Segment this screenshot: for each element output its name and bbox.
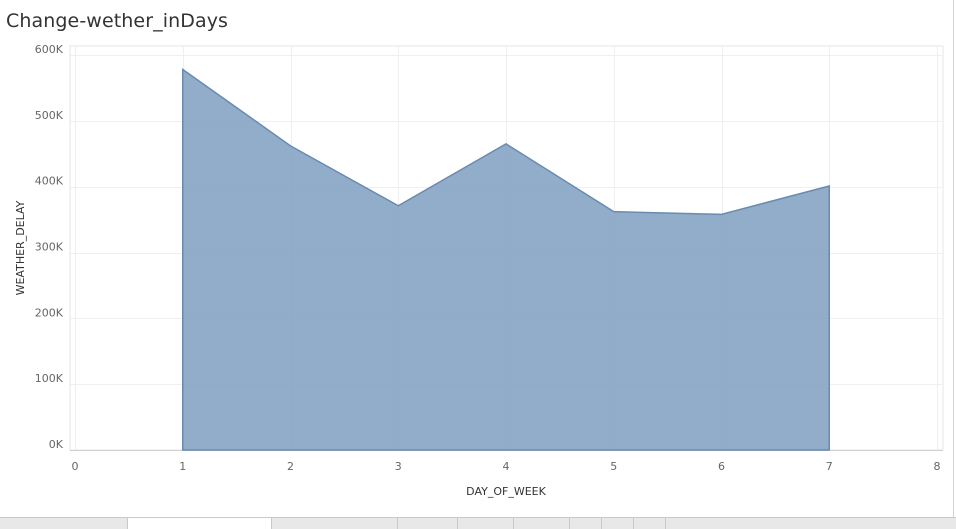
y-tick-label: 600K <box>35 43 64 56</box>
sheet-tab-bar <box>0 517 956 529</box>
sheet-tab[interactable] <box>602 518 634 529</box>
x-tick-label: 8 <box>934 460 941 473</box>
y-tick-label: 500K <box>35 109 64 122</box>
x-tick-label: 5 <box>610 460 617 473</box>
y-tick-label: 200K <box>35 306 64 319</box>
data-point[interactable] <box>826 183 832 189</box>
x-tick-label: 1 <box>179 460 186 473</box>
y-tick-label: 0K <box>49 438 64 451</box>
data-point[interactable] <box>395 203 401 209</box>
x-tick-label: 4 <box>503 460 510 473</box>
pane-border <box>953 0 954 517</box>
data-point[interactable] <box>719 211 725 217</box>
sheet-tab[interactable] <box>0 518 128 529</box>
data-point[interactable] <box>180 66 186 72</box>
y-axis-label: WEATHER_DELAY <box>14 200 27 295</box>
sheet-tab[interactable] <box>458 518 514 529</box>
y-tick-label: 400K <box>35 175 64 188</box>
area-layer <box>180 66 832 451</box>
data-point[interactable] <box>503 141 509 147</box>
y-tick-label: 100K <box>35 372 64 385</box>
data-point[interactable] <box>288 143 294 149</box>
x-tick-label: 0 <box>72 460 79 473</box>
area-chart[interactable]: 0K 100K 200K 300K 400K 500K 600K 0 1 2 3 4 5 6 7 8 DAY… <box>0 0 956 517</box>
data-point[interactable] <box>611 209 617 215</box>
y-tick-labels: 0K 100K 200K 300K 400K 500K 600K <box>35 43 64 451</box>
x-tick-label: 6 <box>718 460 725 473</box>
y-tick-label: 300K <box>35 241 64 254</box>
x-tick-label: 7 <box>826 460 833 473</box>
sheet-tab[interactable] <box>128 518 272 529</box>
weather-delay-area[interactable] <box>182 68 830 451</box>
x-tick-label: 3 <box>395 460 402 473</box>
x-tick-label: 2 <box>287 460 294 473</box>
sheet-tab[interactable] <box>272 518 398 529</box>
sheet-tab[interactable] <box>398 518 458 529</box>
x-tick-labels: 0 1 2 3 4 5 6 7 8 <box>72 460 941 473</box>
chart-title: Change-wether_inDays <box>6 10 229 32</box>
sheet-tab[interactable] <box>570 518 602 529</box>
sheet-tab[interactable] <box>634 518 666 529</box>
x-axis-label: DAY_OF_WEEK <box>466 485 546 498</box>
sheet-tab[interactable] <box>514 518 570 529</box>
